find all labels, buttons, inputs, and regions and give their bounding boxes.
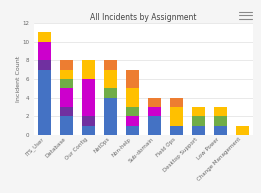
Bar <box>60 70 73 79</box>
Bar <box>126 88 139 107</box>
Bar <box>126 107 139 116</box>
Bar <box>38 32 51 42</box>
Bar <box>148 98 161 107</box>
Bar <box>82 116 95 126</box>
Bar <box>60 60 73 70</box>
Bar <box>214 107 227 116</box>
Bar <box>192 126 205 135</box>
Bar <box>104 88 117 98</box>
Bar <box>192 116 205 126</box>
Bar <box>60 116 73 135</box>
Bar <box>148 107 161 116</box>
Bar <box>104 98 117 135</box>
Bar <box>148 116 161 135</box>
Bar <box>60 107 73 116</box>
Bar <box>82 126 95 135</box>
Bar <box>170 98 183 107</box>
Bar <box>126 116 139 126</box>
Bar <box>170 126 183 135</box>
Bar <box>236 126 249 135</box>
Bar <box>38 42 51 60</box>
Bar <box>82 79 95 116</box>
Bar <box>214 116 227 126</box>
Bar <box>214 126 227 135</box>
Bar <box>60 88 73 107</box>
Bar <box>170 107 183 126</box>
Bar <box>104 70 117 88</box>
Title: All Incidents by Assignment: All Incidents by Assignment <box>90 13 197 22</box>
Bar <box>126 126 139 135</box>
Bar <box>38 60 51 70</box>
Bar <box>60 79 73 88</box>
Bar <box>82 60 95 79</box>
Bar <box>126 70 139 88</box>
Bar <box>192 107 205 116</box>
Y-axis label: Incident Count: Incident Count <box>16 56 21 102</box>
Bar <box>38 70 51 135</box>
Bar <box>104 60 117 70</box>
